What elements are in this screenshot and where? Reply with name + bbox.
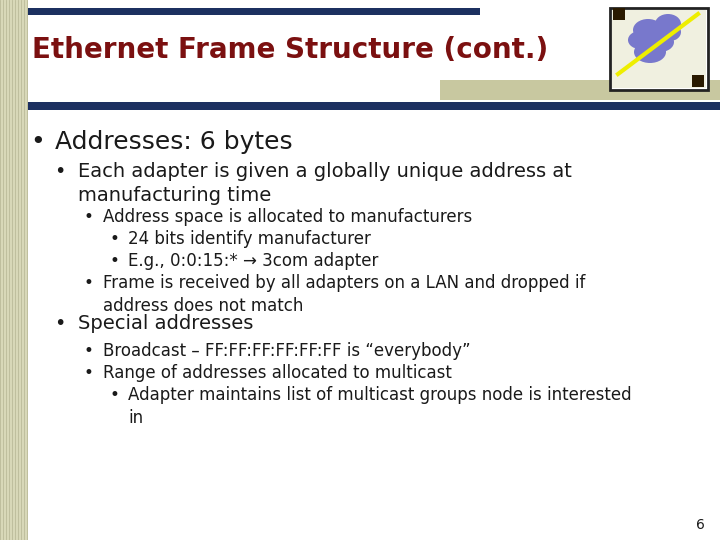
Ellipse shape xyxy=(655,14,681,34)
Bar xyxy=(610,8,708,90)
Text: Special addresses: Special addresses xyxy=(78,314,253,333)
Text: Adapter maintains list of multicast groups node is interested
in: Adapter maintains list of multicast grou… xyxy=(128,386,631,427)
Text: E.g., 0:0:15:* → 3com adapter: E.g., 0:0:15:* → 3com adapter xyxy=(128,252,379,270)
Bar xyxy=(692,75,704,87)
Text: Addresses: 6 bytes: Addresses: 6 bytes xyxy=(55,130,292,154)
Text: •: • xyxy=(109,252,119,270)
Text: Broadcast – FF:FF:FF:FF:FF:FF is “everybody”: Broadcast – FF:FF:FF:FF:FF:FF is “everyb… xyxy=(103,342,471,360)
Text: Frame is received by all adapters on a LAN and dropped if
address does not match: Frame is received by all adapters on a L… xyxy=(103,274,585,315)
Ellipse shape xyxy=(633,19,663,41)
Bar xyxy=(612,10,706,88)
Ellipse shape xyxy=(628,31,652,49)
Text: •: • xyxy=(83,208,93,226)
Text: •: • xyxy=(31,130,45,154)
Bar xyxy=(28,8,480,15)
Bar xyxy=(0,0,28,540)
Bar xyxy=(613,8,625,20)
Bar xyxy=(440,80,720,100)
Text: Address space is allocated to manufacturers: Address space is allocated to manufactur… xyxy=(103,208,472,226)
Text: •: • xyxy=(54,314,66,333)
Text: 24 bits identify manufacturer: 24 bits identify manufacturer xyxy=(128,230,371,248)
Ellipse shape xyxy=(634,41,666,63)
Text: Ethernet Frame Structure (cont.): Ethernet Frame Structure (cont.) xyxy=(32,36,548,64)
Ellipse shape xyxy=(659,23,681,41)
Text: •: • xyxy=(83,364,93,382)
Text: Each adapter is given a globally unique address at
manufacturing time: Each adapter is given a globally unique … xyxy=(78,162,572,205)
Text: •: • xyxy=(54,162,66,181)
Text: •: • xyxy=(83,342,93,360)
Ellipse shape xyxy=(646,32,674,52)
Text: •: • xyxy=(83,274,93,292)
Text: 6: 6 xyxy=(696,518,705,532)
Bar xyxy=(28,102,720,110)
Text: •: • xyxy=(109,230,119,248)
Text: Range of addresses allocated to multicast: Range of addresses allocated to multicas… xyxy=(103,364,452,382)
Text: •: • xyxy=(109,386,119,404)
